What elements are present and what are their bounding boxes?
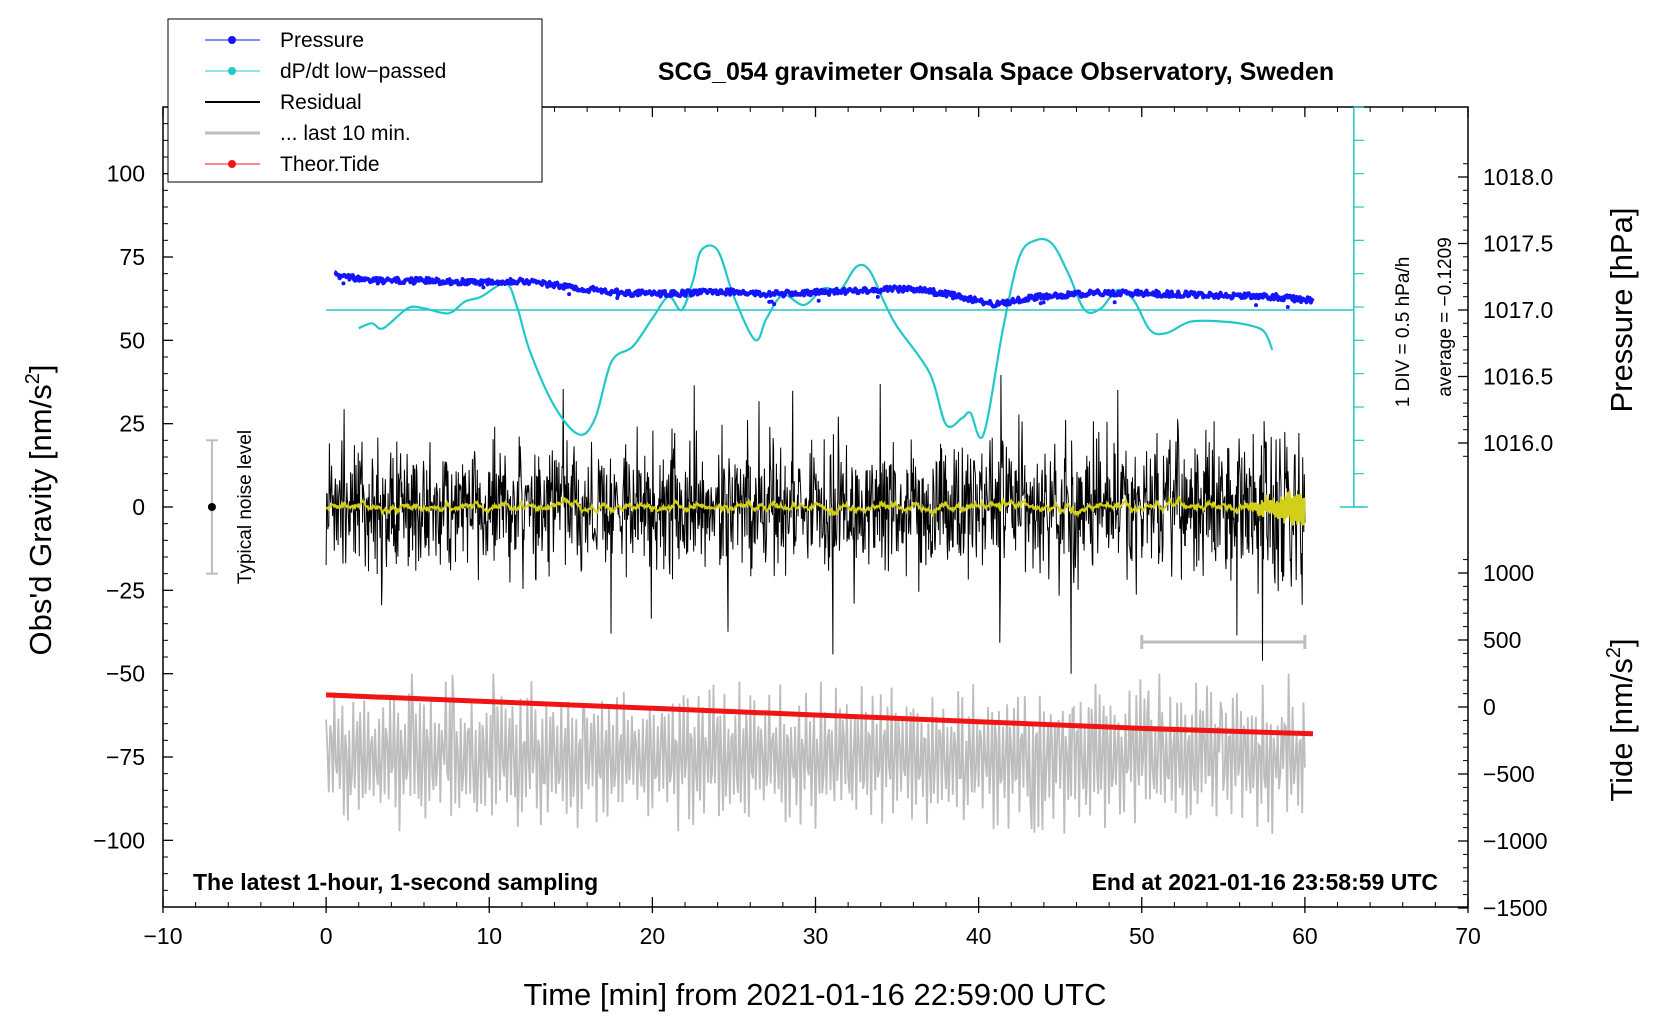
pressure-series: [333, 270, 1315, 309]
y-axis-label-tide-tail: ]: [1604, 638, 1639, 647]
tide-tick-label: 0: [1483, 694, 1496, 720]
y-tick-label: 50: [119, 327, 145, 353]
note-right: End at 2021-01-16 23:58:59 UTC: [1092, 869, 1438, 895]
legend-swatch-dot: [228, 160, 236, 168]
pressure-outlier-dot: [567, 292, 572, 297]
pressure-tick-label: 1016.5: [1483, 364, 1553, 390]
pressure-outlier-dot: [875, 294, 880, 299]
y-axis-label-gravity-tail: ]: [23, 365, 58, 374]
note-left: The latest 1-hour, 1-second sampling: [193, 869, 598, 895]
y-tick-label: −75: [106, 744, 145, 770]
tide-tick-label: −1500: [1483, 895, 1548, 921]
y-tick-label: −25: [106, 577, 145, 603]
theor-tide-series: [325, 692, 1314, 737]
y-tick-label: 0: [132, 494, 145, 520]
chart-title: SCG_054 gravimeter Onsala Space Observat…: [658, 58, 1334, 86]
tide-tick-label: 500: [1483, 627, 1521, 653]
pressure-tick-label: 1018.0: [1483, 164, 1553, 190]
pressure-tick-label: 1016.0: [1483, 430, 1553, 456]
x-tick-label: 70: [1455, 923, 1481, 949]
y-axis-label-gravity-main: Obs'd Gravity [nm/s: [23, 384, 58, 655]
y-axis-label-tide: Tide [nm/s2]: [1603, 638, 1639, 801]
tide-tick-label: 1000: [1483, 560, 1534, 586]
x-tick-label: 20: [640, 923, 666, 949]
residual-series: [325, 374, 1306, 674]
y-tick-label: −50: [106, 661, 145, 687]
y-axis-label-pressure: Pressure [hPa]: [1604, 207, 1639, 412]
residual-line: [325, 374, 1306, 674]
pressure-outlier-dot: [341, 281, 346, 286]
y-axis-label-gravity-sup: 2: [22, 373, 44, 384]
pressure-outlier-dot: [772, 302, 777, 307]
dpdt-series: [326, 237, 1354, 439]
tide-tick-label: −1000: [1483, 828, 1548, 854]
y-axis-label-gravity: Obs'd Gravity [nm/s2]: [22, 365, 58, 656]
legend-label: Pressure: [280, 29, 364, 52]
legend-label: Theor.Tide: [280, 153, 380, 176]
x-tick-label: 50: [1129, 923, 1155, 949]
pressure-outlier-dot: [1253, 303, 1258, 308]
pressure-outlier-dot: [1112, 300, 1117, 305]
y-tick-label: −100: [93, 827, 145, 853]
residual-smooth-line: [325, 490, 1306, 526]
tide-line: [325, 692, 1314, 737]
x-tick-label: 0: [320, 923, 333, 949]
noise-center-dot: [207, 503, 216, 511]
y-tick-label: 75: [119, 244, 145, 270]
pressure-tick-label: 1017.5: [1483, 231, 1553, 257]
pressure-outlier-dot: [816, 298, 821, 303]
legend-label: Residual: [280, 91, 362, 114]
dpdt-average-label: average = −0.1209: [1435, 237, 1456, 397]
legend-label: dP/dt low−passed: [280, 60, 446, 83]
pressure-outlier-dot: [1038, 301, 1043, 306]
x-tick-label: 30: [803, 923, 829, 949]
legend-swatch-dot: [228, 67, 236, 75]
legend-swatch-dot: [228, 36, 236, 44]
axis-ticks: −10 0 10 20 30 40 50 60 701007550250−25−50−75−10…: [93, 107, 1553, 949]
pressure-tick-label: 1017.0: [1483, 297, 1553, 323]
y-axis-label-tide-sup: 2: [1603, 647, 1625, 658]
y-axis-label-tide-main: Tide [nm/s: [1604, 658, 1639, 802]
pressure-outlier-dot: [1285, 304, 1290, 309]
y-tick-label: 25: [119, 411, 145, 437]
legend-entries: Pressure dP/dt low−passed Residual ... last…: [205, 29, 446, 176]
x-tick-label: −10: [143, 923, 182, 949]
y-tick-label: 100: [107, 161, 145, 187]
pressure-outlier-dot: [767, 299, 772, 304]
x-tick-label: 10: [476, 923, 502, 949]
noise-level-label: Typical noise level: [235, 430, 256, 584]
x-tick-label: 60: [1292, 923, 1318, 949]
dpdt-div-label: 1 DIV = 0.5 hPa/h: [1393, 257, 1414, 408]
dpdt-scale: 1 DIV = 0.5 hPa/h average = −0.1209: [1339, 106, 1456, 508]
x-tick-label: 40: [966, 923, 992, 949]
pressure-line: [333, 270, 1315, 309]
last10-line: [325, 673, 1306, 834]
legend-box: [167, 18, 543, 183]
legend-label: ... last 10 min.: [280, 122, 411, 145]
dpdt-line: [358, 237, 1274, 439]
pressure-outlier-dot: [481, 285, 486, 290]
legend: Pressure dP/dt low−passed Residual ... last…: [167, 18, 543, 183]
last10-series: [325, 635, 1307, 834]
tide-tick-label: −500: [1483, 761, 1535, 787]
noise-level-indicator: Typical noise level: [205, 430, 256, 584]
pressure-outlier-dot: [615, 296, 620, 301]
x-axis-label: Time [min] from 2021-01-16 22:59:00 UTC: [524, 977, 1107, 1012]
